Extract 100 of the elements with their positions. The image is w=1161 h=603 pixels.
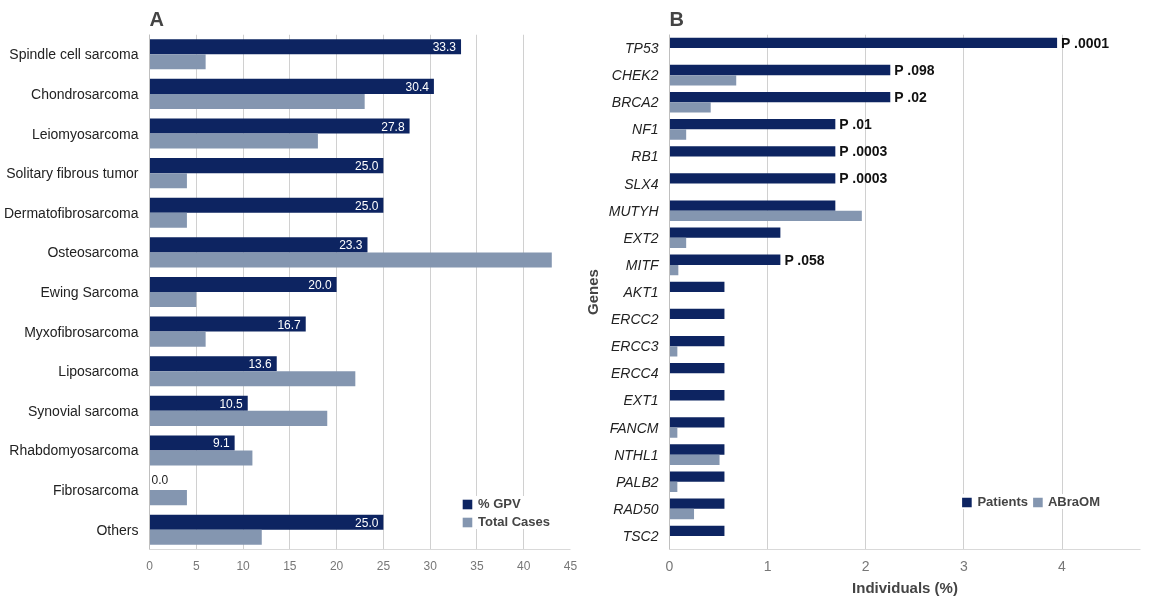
bar xyxy=(669,335,725,347)
y-tick-label: Leiomyosarcoma xyxy=(31,125,139,142)
x-tick-label: 20 xyxy=(329,558,344,573)
bar xyxy=(149,371,356,387)
bar xyxy=(669,281,725,292)
x-tick-label: 45 xyxy=(563,558,578,573)
bar xyxy=(669,75,737,86)
x-tick-label: 2 xyxy=(861,557,870,574)
y-tick-label: MUTYH xyxy=(608,202,660,219)
annotation: P .02 xyxy=(894,89,927,106)
data-label: 33.3 xyxy=(432,40,457,55)
y-tick-label: BRCA2 xyxy=(611,94,659,111)
bar xyxy=(149,39,462,55)
bar xyxy=(669,508,695,520)
bar xyxy=(149,514,384,530)
x-tick-label: 25 xyxy=(376,558,391,573)
bar xyxy=(149,435,235,451)
bar xyxy=(669,390,725,401)
x-tick-label: 5 xyxy=(192,558,200,573)
y-tick-label: SLX4 xyxy=(624,175,659,192)
x-tick-label: 30 xyxy=(423,558,438,573)
bar xyxy=(669,471,725,482)
bar xyxy=(149,54,206,70)
bar xyxy=(149,133,318,149)
annotation: P .098 xyxy=(894,62,935,79)
y-tick-label: Dermatofibrosarcoma xyxy=(3,204,139,221)
data-label: 9.1 xyxy=(212,436,230,451)
bar xyxy=(149,118,410,134)
x-tick-label: 40 xyxy=(517,558,531,573)
data-label: 16.7 xyxy=(277,317,302,332)
x-tick-label: 1 xyxy=(763,557,772,574)
legend-label: ABraOM xyxy=(1047,494,1100,509)
bar xyxy=(669,254,781,265)
bar xyxy=(669,444,725,455)
bar xyxy=(669,346,678,357)
bar xyxy=(149,529,262,545)
y-tick-label: TP53 xyxy=(625,40,659,57)
x-tick-label: 15 xyxy=(283,558,297,573)
y-tick-label: EXT2 xyxy=(623,229,659,246)
y-tick-label: AKT1 xyxy=(622,284,659,300)
bar xyxy=(669,525,725,536)
y-tick-label: CHEK2 xyxy=(611,67,659,84)
y-tick-label: Liposarcoma xyxy=(58,363,139,380)
bar xyxy=(669,227,781,238)
y-tick-label: MITF xyxy=(625,256,660,273)
y-tick-label: RB1 xyxy=(631,148,659,165)
bar xyxy=(669,102,711,113)
x-tick-label: 0 xyxy=(665,557,674,574)
bar xyxy=(669,200,836,211)
data-label: 27.8 xyxy=(381,119,405,134)
legend-label: Total Cases xyxy=(477,514,550,529)
chart-title: B xyxy=(669,7,684,30)
bar xyxy=(149,173,187,189)
y-axis-title: Genes xyxy=(583,269,601,315)
data-label: 20.0 xyxy=(308,277,332,292)
y-tick-label: Osteosarcoma xyxy=(47,244,139,261)
x-tick-label: 35 xyxy=(470,558,484,573)
bar xyxy=(669,237,687,249)
bar xyxy=(149,78,434,94)
data-label: 25.0 xyxy=(355,198,379,213)
x-axis-title: Individuals (%) xyxy=(852,578,958,596)
bar xyxy=(669,417,725,428)
annotation: P .01 xyxy=(839,116,872,133)
y-tick-label: NF1 xyxy=(632,121,659,138)
bar xyxy=(149,356,277,372)
bar xyxy=(669,129,687,140)
y-tick-label: Solitary fibrous tumor xyxy=(6,165,139,182)
x-tick-label: 3 xyxy=(959,557,968,574)
y-tick-label: Others xyxy=(96,521,139,538)
bar xyxy=(149,276,337,292)
bar xyxy=(149,93,365,109)
bar xyxy=(669,37,1058,49)
bar xyxy=(149,158,384,174)
bar xyxy=(149,450,253,466)
bar xyxy=(149,410,328,426)
bar xyxy=(669,454,720,465)
bar xyxy=(669,64,891,76)
y-tick-label: RAD50 xyxy=(613,500,659,517)
bar xyxy=(149,490,187,506)
data-label: 25.0 xyxy=(355,159,379,174)
bar xyxy=(669,363,725,374)
bar xyxy=(669,119,836,130)
y-tick-label: Synovial sarcoma xyxy=(28,402,139,419)
bar xyxy=(149,237,368,253)
bar xyxy=(149,252,552,268)
y-tick-label: ERCC2 xyxy=(611,311,659,328)
y-tick-label: Ewing Sarcoma xyxy=(40,284,139,300)
data-label: 10.5 xyxy=(219,396,244,411)
annotation: P .0001 xyxy=(1061,34,1110,51)
data-label: 23.3 xyxy=(339,238,363,253)
y-tick-label: ERCC4 xyxy=(611,365,659,382)
bar xyxy=(149,395,248,411)
x-tick-label: 10 xyxy=(236,558,251,573)
legend-label: Patients xyxy=(977,494,1028,509)
bar xyxy=(149,292,197,308)
bar xyxy=(669,210,862,221)
y-tick-label: EXT1 xyxy=(623,392,659,409)
legend-label: % GPV xyxy=(477,496,521,511)
y-tick-label: Spindle cell sarcoma xyxy=(9,46,139,63)
annotation: P .0003 xyxy=(839,170,888,187)
